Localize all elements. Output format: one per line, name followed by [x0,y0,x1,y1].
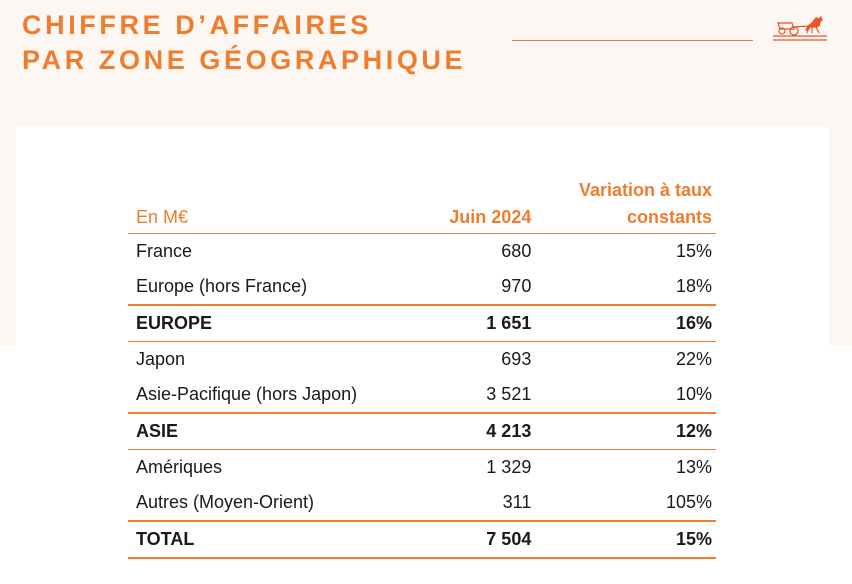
row-variation: 22% [675,349,712,369]
table-row: Amériques 1 329 13% [128,450,716,486]
row-variation: 16% [675,313,712,333]
title-line-1: CHIFFRE D’AFFAIRES [22,10,372,40]
row-label: Europe (hors France) [136,276,308,296]
page-title: CHIFFRE D’AFFAIRES PAR ZONE GÉOGRAPHIQUE [22,8,466,78]
unit-label: En M€ [136,207,189,227]
subtotal-row-asie: ASIE 4 213 12% [128,413,716,450]
horse-carriage-logo-icon [773,15,827,41]
title-line-2: PAR ZONE GÉOGRAPHIQUE [22,45,467,75]
row-value: 7 504 [486,529,532,549]
table-row: Japon 693 22% [128,342,716,378]
row-value: 970 [501,276,532,296]
variation-header-line-1: Variation à taux [578,180,712,200]
table-row: Autres (Moyen-Orient) 311 105% [128,485,716,521]
row-label: Japon [136,349,186,369]
row-value: 1 651 [486,313,532,333]
variation-header-line-2: constants [626,207,712,227]
row-label: France [136,241,193,261]
table-row: France 680 15% [128,234,716,270]
row-label: EUROPE [136,313,213,333]
row-value: 4 213 [486,421,532,441]
row-label: Amériques [136,457,223,477]
row-label: Asie-Pacifique (hors Japon) [136,384,358,404]
table-row: Europe (hors France) 970 18% [128,269,716,305]
row-variation: 12% [675,421,712,441]
row-variation: 10% [675,384,712,404]
row-label: TOTAL [136,529,195,549]
row-value: 1 329 [486,457,532,477]
revenue-table: En M€ Juin 2024 Variation à taux constan… [128,177,716,559]
table-row: Asie-Pacifique (hors Japon) 3 521 10% [128,377,716,413]
title-divider [512,40,753,41]
total-row: TOTAL 7 504 15% [128,521,716,558]
row-variation: 105% [665,492,712,512]
row-variation: 15% [675,529,712,549]
period-header: Juin 2024 [449,207,532,227]
row-value: 3 521 [486,384,532,404]
table-header-row: En M€ Juin 2024 Variation à taux constan… [128,177,716,234]
row-variation: 15% [675,241,712,261]
table-panel: En M€ Juin 2024 Variation à taux constan… [16,127,829,584]
subtotal-row-europe: EUROPE 1 651 16% [128,305,716,342]
row-variation: 18% [675,276,712,296]
row-label: ASIE [136,421,179,441]
variation-header: Variation à taux constants [535,177,716,234]
row-value: 311 [502,492,532,512]
row-label: Autres (Moyen-Orient) [136,492,315,512]
row-variation: 13% [675,457,712,477]
row-value: 693 [501,349,532,369]
row-value: 680 [501,241,532,261]
